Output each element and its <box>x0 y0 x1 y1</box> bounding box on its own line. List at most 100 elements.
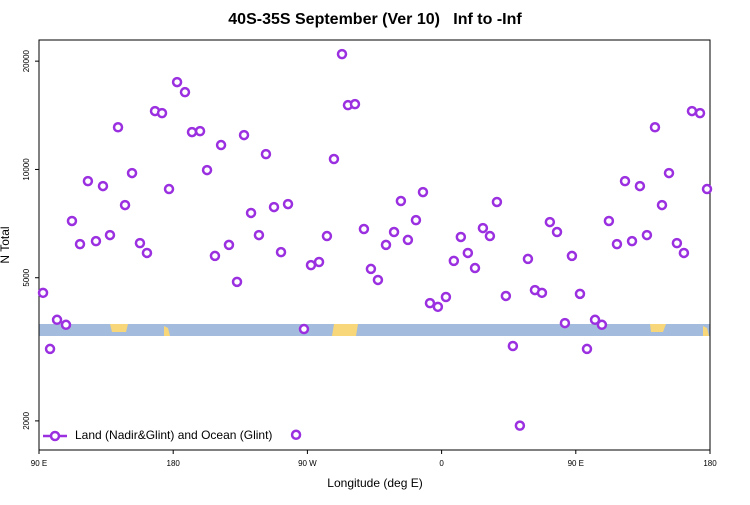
land-shape <box>164 326 170 336</box>
data-point <box>112 122 124 133</box>
data-point <box>402 234 414 246</box>
land-shape <box>110 324 128 332</box>
data-point <box>97 180 109 192</box>
data-point <box>410 214 422 226</box>
data-point <box>171 76 183 88</box>
data-point <box>626 235 638 247</box>
data-point <box>66 215 78 227</box>
land-shape <box>332 324 358 336</box>
data-point <box>603 215 615 227</box>
data-point <box>559 317 571 329</box>
data-point <box>358 223 370 235</box>
y-tick-label: 10000 <box>22 158 31 181</box>
data-point <box>566 250 578 262</box>
legend-marker <box>49 430 61 442</box>
data-point <box>336 48 348 60</box>
data-point <box>298 323 310 335</box>
data-point <box>432 301 444 313</box>
x-tick-label: 90 E <box>31 459 47 468</box>
data-point <box>663 167 675 179</box>
data-point <box>395 195 407 207</box>
data-point <box>290 429 302 441</box>
data-point <box>448 255 460 267</box>
data-point <box>678 247 690 259</box>
data-point <box>656 199 668 211</box>
data-point <box>51 314 63 326</box>
land-ocean-band <box>39 324 710 336</box>
data-point <box>484 230 496 242</box>
data-point <box>194 125 206 137</box>
data-point <box>74 238 86 250</box>
land-shape <box>703 326 709 336</box>
data-point <box>491 196 503 208</box>
land-shape <box>650 324 666 332</box>
data-point <box>231 276 243 288</box>
data-point <box>60 319 72 331</box>
data-point <box>268 201 280 213</box>
data-point <box>82 175 94 187</box>
x-tick-label: 90 W <box>298 459 317 468</box>
data-point <box>126 167 138 179</box>
data-point <box>186 126 198 138</box>
data-point <box>611 238 623 250</box>
data-point <box>90 235 102 247</box>
data-point <box>141 247 153 259</box>
data-point <box>388 226 400 238</box>
chart-title: 40S-35S September (Ver 10) Inf to -Inf <box>228 11 522 28</box>
data-point <box>380 239 392 251</box>
data-point <box>551 226 563 238</box>
data-point <box>619 175 631 187</box>
data-point <box>455 231 467 243</box>
data-point <box>424 297 436 309</box>
data-point <box>462 247 474 259</box>
data-point <box>477 222 489 234</box>
data-point <box>119 199 131 211</box>
data-point <box>321 230 333 242</box>
data-point <box>649 122 661 133</box>
data-point <box>275 246 287 258</box>
data-point <box>581 343 593 355</box>
x-axis-label: Longitude (deg E) <box>327 476 422 490</box>
ocean-strip <box>39 324 710 336</box>
data-point <box>469 262 481 274</box>
data-point <box>238 129 250 141</box>
y-tick-label: 2000 <box>22 411 31 429</box>
data-point <box>417 186 429 198</box>
data-point <box>282 198 294 210</box>
data-point <box>245 207 257 219</box>
data-point <box>44 343 56 355</box>
data-point <box>701 183 713 195</box>
data-point <box>163 183 175 195</box>
data-point <box>349 98 361 110</box>
data-point <box>215 139 227 151</box>
data-point <box>179 86 191 98</box>
plot-frame <box>38 39 711 451</box>
data-point <box>641 229 653 241</box>
data-point <box>372 274 384 286</box>
data-point <box>37 287 49 299</box>
x-tick-label: 0 <box>439 459 444 468</box>
data-point <box>500 290 512 302</box>
data-point <box>313 256 325 268</box>
data-point <box>260 148 272 160</box>
legend-label: Land (Nadir&Glint) and Ocean (Glint) <box>75 428 272 442</box>
data-point <box>156 107 168 119</box>
x-tick-label: 180 <box>703 459 717 468</box>
data-point <box>536 287 548 299</box>
data-point <box>134 237 146 249</box>
data-point <box>671 237 683 249</box>
data-point <box>634 180 646 192</box>
data-point <box>440 291 452 303</box>
data-point <box>223 239 235 251</box>
data-point <box>507 340 519 352</box>
data-point <box>522 253 534 265</box>
data-point <box>514 420 526 431</box>
data-point <box>305 259 317 271</box>
data-point <box>328 153 340 165</box>
y-axis-label: N Total <box>0 226 12 263</box>
data-point <box>694 107 706 119</box>
x-tick-label: 180 <box>167 459 181 468</box>
data-point <box>574 288 586 300</box>
data-point <box>686 105 698 117</box>
